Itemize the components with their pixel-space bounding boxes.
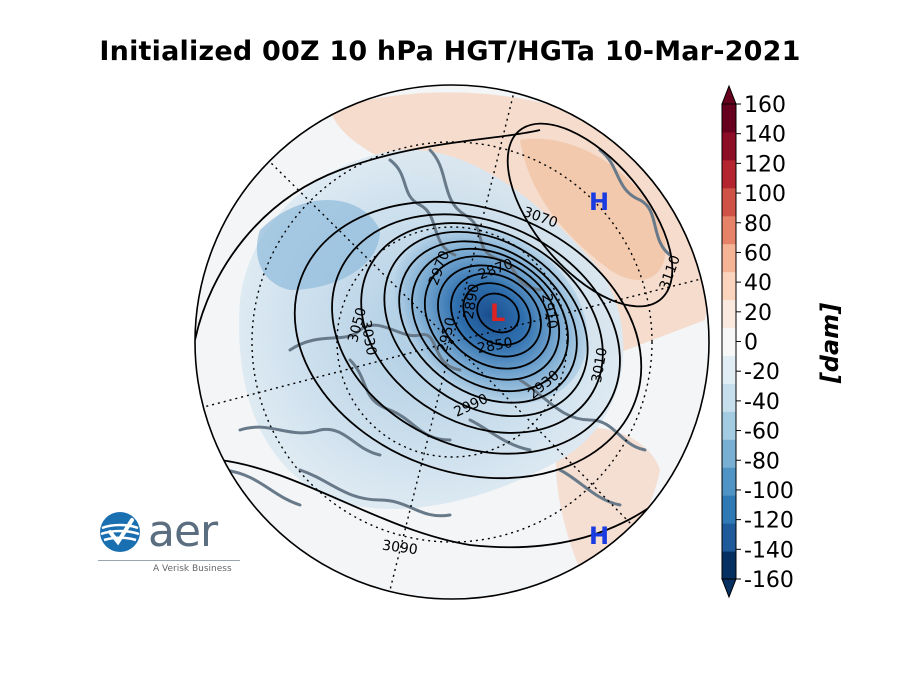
colorbar-segment (722, 411, 736, 440)
colorbar-segment (722, 159, 736, 189)
contour-label: 3090 (381, 538, 419, 559)
colorbar-tick-label: 120 (744, 152, 786, 177)
logo-tagline: A Verisk Business (153, 564, 232, 574)
colorbar-segment (722, 551, 736, 580)
colorbar-tick-label: 160 (744, 93, 786, 118)
high-pressure-center: H (589, 188, 609, 216)
colorbar-tick-label: -160 (744, 568, 794, 593)
colorbar-segment (722, 439, 736, 468)
coastlines (223, 148, 672, 518)
contour-label: 2890 (461, 283, 483, 321)
colorbar: 160 140 120 100 80 60 40 20 0 -20 -40 -60 -80 -100 -12… (721, 84, 794, 599)
colorbar-unit-label: [dam] (816, 303, 844, 384)
positive-anomaly-southeast (556, 427, 660, 570)
colorbar-tick-label: -100 (744, 479, 794, 504)
colorbar-extend-min (721, 578, 737, 599)
colorbar-segment (722, 383, 736, 412)
colorbar-segment (722, 243, 736, 273)
map-disc (195, 85, 709, 599)
colorbar-segment (722, 355, 736, 384)
colorbar-segment (722, 104, 736, 133)
logo-wordmark: aer (148, 506, 218, 557)
positive-anomaly-core (520, 138, 666, 280)
colorbar-tick-label: 100 (744, 182, 786, 207)
map-title: Initialized 00Z 10 hPa HGT/HGTa 10-Mar-2… (99, 36, 801, 67)
colorbar-tick-label: 140 (744, 123, 786, 148)
colorbar-extend-max (721, 84, 737, 105)
colorbar-tick-label: -120 (744, 509, 794, 534)
aer-globe-icon (100, 512, 140, 552)
colorbar-tick-label: -140 (744, 538, 794, 563)
colorbar-tick-label: -60 (744, 420, 780, 445)
contour-label: 3010 (589, 346, 611, 384)
colorbar-segment (722, 299, 736, 329)
colorbar-tick-label: -20 (744, 360, 780, 385)
height-contours (195, 122, 674, 549)
high-pressure-center: H (589, 522, 609, 550)
colorbar-tick-label: 20 (744, 301, 772, 326)
contour-label: 2850 (476, 335, 514, 357)
colorbar-segment (722, 495, 736, 524)
colorbar-segment (722, 523, 736, 552)
colorbar-tick-label: 60 (744, 241, 772, 266)
logo-divider (98, 560, 240, 561)
map-boundary (194, 84, 710, 600)
colorbar-segment (722, 271, 736, 301)
colorbar-tick-label: 80 (744, 212, 772, 237)
colorbar-tick-label: -80 (744, 449, 780, 474)
colorbar-tick-label: 0 (744, 331, 758, 356)
colorbar-segment (722, 187, 736, 217)
aer-logo: aer A Verisk Business (98, 508, 248, 578)
colorbar-segment (722, 215, 736, 245)
contour-label: 3030 (357, 319, 379, 357)
colorbar-segment (722, 467, 736, 496)
colorbar-tick-label: -40 (744, 390, 780, 415)
colorbar-tick-label: 40 (744, 271, 772, 296)
colorbar-segment (722, 131, 736, 161)
colorbar-segment (722, 327, 736, 356)
contour-label: 2910 (538, 292, 560, 330)
low-pressure-center: L (490, 299, 505, 327)
